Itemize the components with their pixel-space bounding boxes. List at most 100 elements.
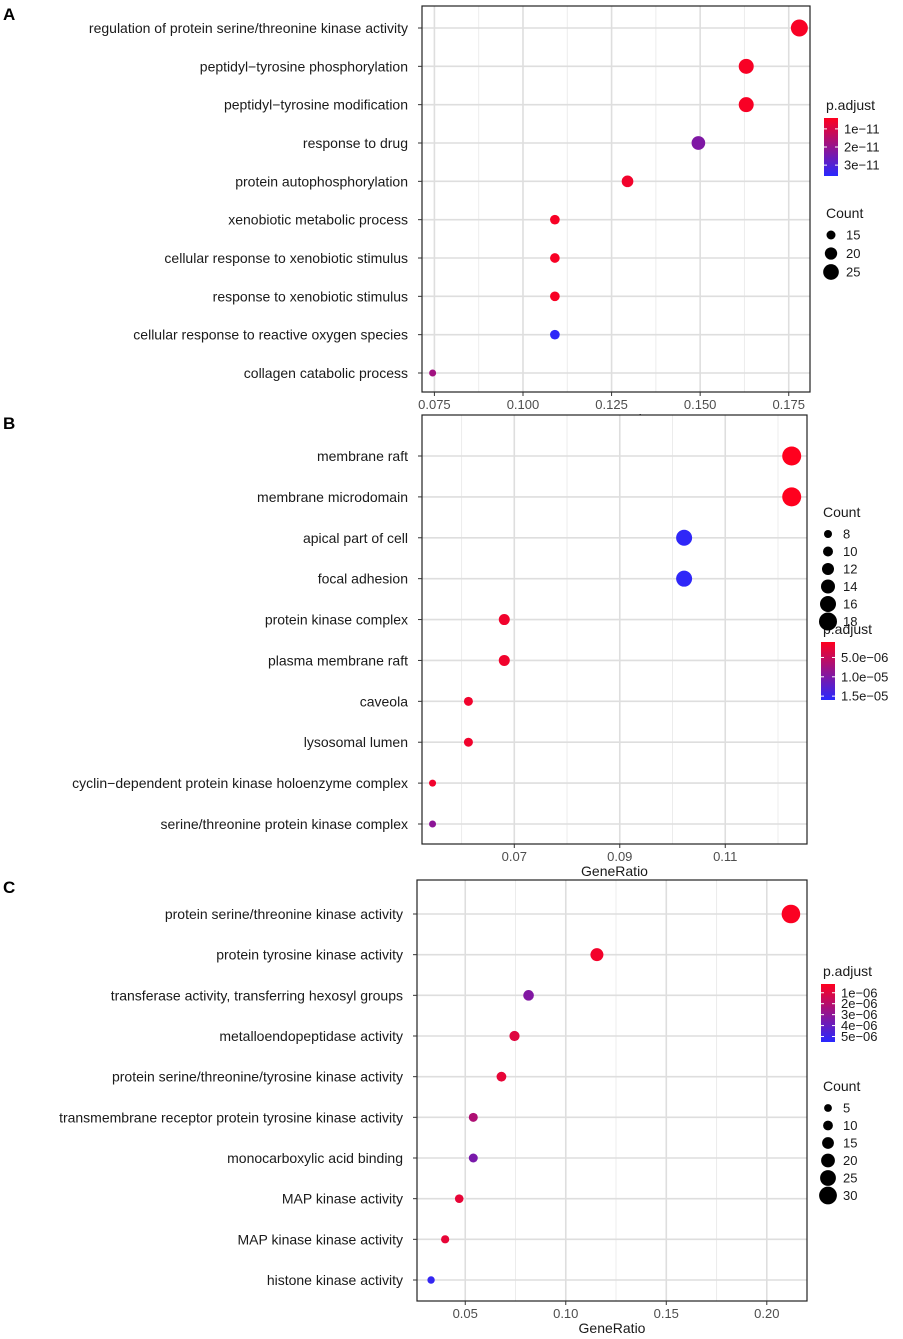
- size-legend-dot: [823, 1120, 833, 1131]
- data-point: [782, 487, 802, 507]
- color-legend-label: 2e−06: [841, 996, 878, 1011]
- size-legend-label: 10: [843, 1118, 857, 1133]
- x-axis-title: GeneRatio: [579, 1320, 646, 1336]
- x-tick-label: 0.150: [684, 397, 717, 412]
- data-point: [498, 654, 510, 666]
- term-label: protein serine/threonine kinase activity: [165, 906, 403, 922]
- data-point: [738, 97, 754, 113]
- color-legend-label: 5.0e−06: [841, 650, 888, 665]
- term-label: protein tyrosine kinase activity: [216, 947, 403, 963]
- x-tick-label: 0.05: [453, 1306, 478, 1321]
- term-label: protein kinase complex: [265, 612, 408, 628]
- size-legend-label: 20: [843, 1153, 857, 1168]
- panel-letter-b: B: [3, 414, 15, 433]
- data-point: [523, 990, 534, 1001]
- size-legend-label: 15: [843, 1136, 857, 1151]
- term-label: plasma membrane raft: [268, 652, 408, 668]
- plot-border: [421, 414, 808, 845]
- color-legend-bar: [824, 118, 838, 176]
- data-point: [509, 1030, 520, 1042]
- x-tick-label: 0.15: [654, 1306, 679, 1321]
- data-point: [463, 696, 473, 706]
- data-point: [427, 1276, 435, 1284]
- data-point: [550, 291, 560, 302]
- data-point: [441, 1235, 450, 1244]
- x-tick-label: 0.125: [595, 397, 628, 412]
- term-label: metalloendopeptidase activity: [219, 1028, 403, 1044]
- color-legend-label: 4e−06: [841, 1018, 878, 1033]
- size-legend-title: Count: [823, 504, 860, 520]
- data-point: [429, 779, 437, 787]
- panel-letter-c: C: [3, 878, 15, 897]
- size-legend-title: Count: [826, 205, 863, 221]
- term-label: MAP kinase kinase activity: [238, 1231, 403, 1247]
- x-tick-label: 0.10: [553, 1306, 578, 1321]
- term-label: collagen catabolic process: [244, 365, 408, 381]
- size-legend-dot: [819, 1186, 837, 1205]
- x-axis-title: GeneRatio: [581, 863, 648, 879]
- panel-c-dotplot: protein serine/threonine kinase activity…: [59, 879, 878, 1336]
- data-point: [550, 214, 560, 225]
- term-label: xenobiotic metabolic process: [228, 212, 408, 228]
- data-point: [782, 446, 802, 466]
- size-legend-label: 25: [843, 1171, 857, 1186]
- term-label: histone kinase activity: [267, 1272, 403, 1288]
- term-label: regulation of protein serine/threonine k…: [89, 20, 408, 36]
- color-legend-bar: [821, 642, 835, 700]
- term-label: membrane microdomain: [257, 489, 408, 505]
- term-label: serine/threonine protein kinase complex: [161, 816, 408, 832]
- data-point: [468, 1112, 478, 1122]
- size-legend-label: 16: [843, 597, 857, 612]
- data-point: [738, 58, 754, 74]
- size-legend-label: 12: [843, 562, 857, 577]
- plot-border: [416, 879, 808, 1302]
- size-legend-label: 18: [843, 614, 857, 629]
- panel-letter-a: A: [3, 5, 15, 24]
- size-legend-label: 8: [843, 527, 850, 542]
- size-legend-dot: [824, 247, 838, 260]
- x-tick-label: 0.07: [502, 849, 527, 864]
- panel-b-dotplot: membrane raft membrane microdomain apical …: [72, 414, 888, 879]
- size-legend-dot: [826, 230, 836, 240]
- term-label: response to xenobiotic stimulus: [213, 288, 408, 304]
- color-legend-label: 1.0e−05: [841, 669, 888, 684]
- size-legend-dot: [820, 1170, 836, 1186]
- term-label: monocarboxylic acid binding: [227, 1150, 403, 1166]
- term-label: MAP kinase activity: [282, 1191, 403, 1207]
- size-legend-label: 14: [843, 579, 857, 594]
- x-tick-label: 0.100: [507, 397, 540, 412]
- term-label: peptidyl−tyrosine modification: [224, 97, 408, 113]
- color-legend-bar: [821, 984, 835, 1042]
- term-label: focal adhesion: [318, 571, 408, 587]
- term-label: peptidyl−tyrosine phosphorylation: [200, 58, 408, 74]
- color-legend-title: p.adjust: [823, 963, 872, 979]
- size-legend-dot: [821, 1153, 835, 1168]
- panel-a-dotplot: regulation of protein serine/threonine k…: [89, 5, 880, 427]
- data-point: [463, 737, 473, 747]
- term-label: transferase activity, transferring hexos…: [111, 987, 403, 1003]
- data-point: [498, 614, 510, 626]
- data-point: [429, 820, 437, 828]
- size-legend-label: 25: [846, 265, 860, 280]
- size-legend-label: 15: [846, 228, 860, 243]
- data-point: [781, 904, 801, 924]
- term-label: protein serine/threonine/tyrosine kinase…: [112, 1069, 403, 1085]
- size-legend-label: 10: [843, 544, 857, 559]
- data-point: [790, 19, 808, 37]
- size-legend-dot: [821, 579, 835, 594]
- size-legend-dot: [822, 1137, 834, 1149]
- x-tick-label: 0.11: [713, 849, 737, 864]
- term-label: caveola: [360, 693, 408, 709]
- size-legend-title: Count: [823, 1078, 860, 1094]
- term-label: cyclin−dependent protein kinase holoenzy…: [72, 775, 408, 791]
- x-tick-label: 0.175: [772, 397, 805, 412]
- size-legend-dot: [820, 596, 836, 612]
- color-legend-label: 1.5e−05: [841, 689, 888, 704]
- term-label: membrane raft: [317, 448, 408, 464]
- size-legend-dot: [819, 612, 837, 631]
- plot-area: [417, 880, 807, 1301]
- size-legend-dot: [824, 1104, 832, 1112]
- size-legend-dot: [822, 563, 834, 575]
- x-tick-label: 0.075: [418, 397, 451, 412]
